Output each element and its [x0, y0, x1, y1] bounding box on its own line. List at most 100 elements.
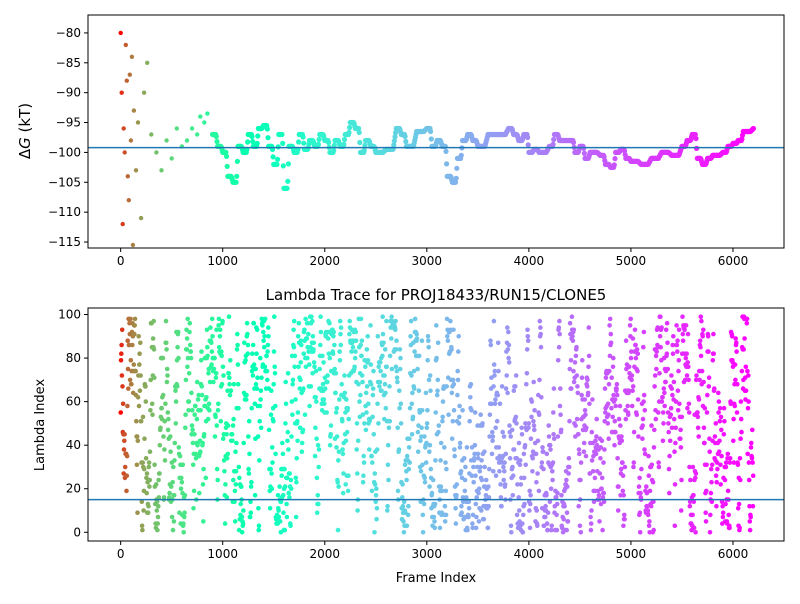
lambda-point	[147, 477, 152, 483]
lambda-point	[302, 327, 307, 333]
lambda-point	[336, 484, 341, 489]
lambda-point	[687, 503, 693, 509]
lambda-point	[737, 456, 743, 461]
lambda-point	[714, 503, 719, 509]
delta-g-point	[141, 90, 147, 95]
lambda-point	[614, 381, 620, 387]
lambda-point	[449, 436, 455, 442]
lambda-point	[471, 464, 476, 470]
lambda-point	[435, 388, 440, 394]
lambda-point	[558, 427, 564, 433]
lambda-point	[181, 530, 186, 535]
lambda-point	[422, 434, 427, 439]
lambda-point	[200, 482, 206, 487]
lambda-point	[546, 434, 552, 439]
lambda-point	[359, 373, 365, 378]
lambda-point	[565, 484, 570, 489]
lambda-point	[686, 364, 691, 370]
lambda-point	[472, 451, 477, 457]
lambda-point	[325, 373, 330, 378]
lambda-point	[442, 445, 447, 450]
lambda-point	[230, 438, 235, 444]
lambda-point	[199, 392, 205, 398]
lambda-point	[635, 368, 640, 374]
lambda-point	[206, 371, 211, 376]
lambda-point	[522, 442, 528, 448]
lambda-point	[235, 362, 241, 367]
lambda-point	[285, 371, 291, 376]
delta-g-ytick-label: −115	[48, 235, 81, 249]
lambda-point	[352, 364, 357, 370]
lambda-point	[584, 384, 590, 389]
lambda-point	[733, 336, 738, 341]
lambda-point	[119, 351, 124, 357]
lambda-point	[721, 405, 727, 411]
lambda-point	[204, 327, 210, 333]
lambda-point	[530, 456, 535, 461]
lambda-point	[640, 436, 645, 442]
lambda-point	[155, 514, 161, 520]
lambda-point	[277, 519, 283, 524]
lambda-point	[135, 510, 140, 515]
lambda-point	[186, 408, 191, 413]
lambda-point	[433, 410, 439, 415]
lambda-point	[172, 440, 178, 446]
lambda-point	[714, 479, 719, 485]
delta-g-point	[444, 161, 450, 167]
lambda-point	[165, 427, 171, 433]
lambda-trace-ylabel: Lambda Index	[33, 379, 48, 472]
lambda-point	[385, 462, 391, 468]
lambda-point	[589, 458, 595, 463]
delta-g-point	[356, 129, 362, 136]
lambda-point	[387, 418, 393, 424]
lambda-point	[162, 458, 168, 463]
lambda-point	[213, 375, 219, 381]
delta-g-ticks: 0 1000 2000 3000 4000 5000 6000 −115 −110 −105 −10…	[48, 26, 748, 268]
lambda-point	[397, 405, 402, 411]
lambda-point	[137, 351, 142, 357]
delta-g-point	[550, 141, 556, 147]
lambda-point	[623, 338, 629, 344]
lambda-point	[747, 527, 753, 533]
delta-g-xtick-label: 3000	[412, 254, 443, 268]
lambda-point	[311, 360, 317, 365]
lambda-point	[570, 338, 576, 344]
lambda-point	[593, 451, 599, 457]
lambda-point	[649, 462, 655, 468]
lambda-point	[644, 484, 649, 489]
lambda-point	[488, 338, 493, 344]
lambda-point	[543, 503, 548, 509]
lambda-point	[220, 436, 226, 442]
lambda-point	[354, 447, 360, 452]
lambda-point	[173, 421, 179, 426]
lambda-point	[290, 377, 296, 383]
lambda-point	[670, 392, 675, 398]
lambda-point	[393, 318, 398, 324]
lambda-point	[190, 427, 195, 433]
lambda-point	[629, 403, 635, 409]
lambda-point	[491, 318, 497, 324]
delta-g-plot: ΔG (kT) 0 1000 2000 3000 4000 5000 6000 −115 −11…	[16, 14, 785, 268]
lambda-point	[236, 464, 242, 470]
lambda-point	[234, 347, 240, 352]
lambda-point	[593, 438, 598, 444]
lambda-point	[186, 371, 192, 376]
lambda-point	[499, 503, 504, 509]
lambda-point	[645, 512, 651, 518]
lambda-point	[628, 316, 633, 322]
lambda-point	[747, 503, 752, 509]
delta-g-point	[693, 135, 699, 142]
lambda-point	[679, 477, 684, 483]
lambda-point	[193, 403, 198, 409]
lambda-point	[254, 386, 260, 391]
lambda-point	[698, 344, 703, 350]
lambda-point	[206, 401, 212, 407]
lambda-point	[169, 514, 175, 520]
lambda-point	[364, 347, 370, 352]
lambda-point	[298, 338, 304, 344]
lambda-point	[662, 390, 667, 396]
lambda-point	[718, 414, 724, 420]
lambda-point	[477, 469, 483, 474]
lambda-point	[728, 401, 734, 407]
lambda-point	[521, 451, 527, 457]
